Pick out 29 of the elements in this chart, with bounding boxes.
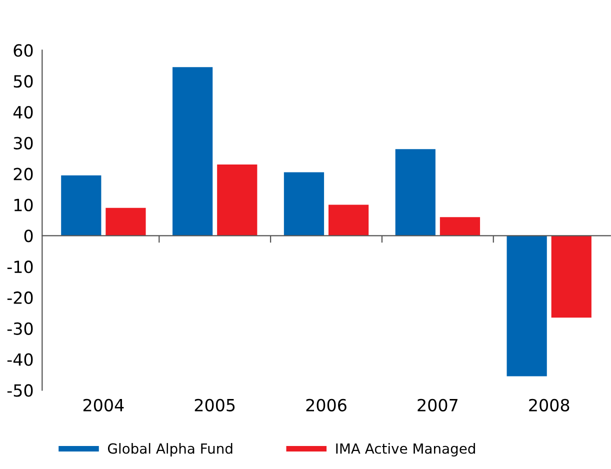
bar (284, 172, 324, 236)
y-tick-label: 50 (14, 75, 33, 88)
y-tick-label: 0 (24, 230, 33, 242)
x-tick-label: 2008 (529, 398, 570, 412)
bar (551, 236, 592, 318)
bar (328, 204, 369, 236)
x-tick-label: 2005 (194, 398, 235, 412)
legend-label: IMA Active Managed (336, 443, 475, 456)
y-tick-label: 30 (14, 136, 33, 150)
bar (106, 208, 146, 236)
bar (395, 149, 436, 236)
bar (440, 217, 480, 236)
y-tick-label: 60 (14, 44, 33, 57)
bar (506, 236, 547, 376)
bar (61, 175, 102, 236)
y-tick-label: -50 (7, 384, 33, 397)
y-tick-label: 20 (14, 168, 33, 180)
y-tick-label: 40 (13, 106, 33, 119)
y-tick-label: -10 (7, 260, 33, 274)
y-tick-label: 10 (14, 198, 33, 212)
y-tick-label: -30 (7, 322, 33, 335)
bar (172, 67, 213, 236)
y-tick-label: -20 (7, 291, 33, 304)
x-tick-label: 2004 (83, 398, 124, 412)
x-tick-label: 2007 (418, 398, 458, 412)
x-tick-label: 2006 (306, 398, 346, 412)
y-tick-label: -40 (7, 353, 33, 366)
bar (217, 164, 258, 236)
legend-label: Global Alpha Fund (108, 443, 232, 456)
